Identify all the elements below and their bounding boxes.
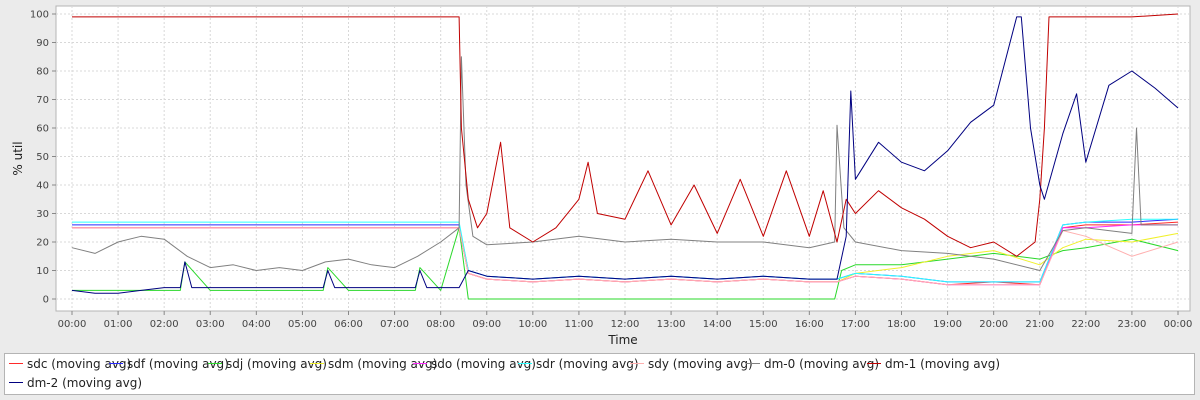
x-tick-label: 22:00	[1071, 319, 1100, 330]
y-tick-label: 90	[36, 38, 49, 49]
legend-item: dm-0 (moving avg)	[746, 355, 879, 373]
y-tick-label: 60	[36, 124, 49, 135]
legend-label: dm-1 (moving avg)	[885, 357, 1001, 371]
legend-label: sdc (moving avg)	[27, 357, 132, 371]
x-tick-label: 20:00	[979, 319, 1008, 330]
legend-swatch	[109, 363, 123, 364]
x-tick-label: 17:00	[841, 319, 870, 330]
legend-swatch	[9, 382, 23, 383]
y-tick-label: 40	[36, 181, 49, 192]
plot-area	[55, 5, 1191, 312]
legend-label: sdm (moving avg)	[328, 357, 438, 371]
legend-swatch	[867, 363, 881, 364]
x-tick-label: 01:00	[104, 319, 133, 330]
y-tick-label: 10	[36, 266, 49, 277]
x-tick-label: 21:00	[1025, 319, 1054, 330]
legend-swatch	[518, 363, 532, 364]
y-tick-label: 20	[36, 238, 49, 249]
legend-item: dm-1 (moving avg)	[867, 355, 1000, 373]
y-tick-label: 30	[36, 209, 49, 220]
legend-item: sdr (moving avg)	[518, 355, 639, 373]
x-axis-title: Time	[607, 333, 637, 347]
x-tick-label: 13:00	[657, 319, 686, 330]
legend: sdc (moving avg) sdf (moving avg) sdj (mov…	[4, 353, 1195, 395]
x-tick-label: 09:00	[472, 319, 501, 330]
x-tick-label: 00:00	[1164, 319, 1193, 330]
legend-item: sdc (moving avg)	[9, 355, 131, 373]
x-tick-label: 06:00	[334, 319, 363, 330]
legend-label: sdo (moving avg)	[431, 357, 536, 371]
legend-item: sdm (moving avg)	[310, 355, 437, 373]
y-tick-label: 0	[43, 295, 49, 306]
legend-item: sdy (moving avg)	[630, 355, 753, 373]
x-tick-label: 10:00	[518, 319, 547, 330]
y-axis-title: % util	[11, 141, 25, 175]
legend-label: sdf (moving avg)	[127, 357, 229, 371]
series-line-sdy	[72, 227, 1179, 286]
series-layer	[71, 13, 1179, 300]
y-tick-label: 80	[36, 67, 49, 78]
series-line-dm-0	[71, 56, 1178, 271]
legend-label: sdj (moving avg)	[226, 357, 327, 371]
legend-item: sdj (moving avg)	[208, 355, 327, 373]
line-chart: 0 10 20 30 40 50 60 70 80 90 100 00:00 01:00 02:00 03:…	[11, 5, 1193, 347]
legend-swatch	[413, 363, 427, 364]
legend-item: sdf (moving avg)	[109, 355, 229, 373]
x-tick-label: 07:00	[380, 319, 409, 330]
x-tick-label: 14:00	[703, 319, 732, 330]
legend-swatch	[208, 363, 222, 364]
axes: 0 10 20 30 40 50 60 70 80 90 100 00:00 01:00 02:00 03:…	[30, 10, 1193, 331]
x-tick-label: 16:00	[795, 319, 824, 330]
x-tick-label: 23:00	[1118, 319, 1147, 330]
x-tick-label: 00:00	[58, 319, 87, 330]
y-tick-label: 50	[36, 152, 49, 163]
legend-item: sdo (moving avg)	[413, 355, 536, 373]
series-line-sdj	[72, 227, 1179, 300]
x-tick-label: 08:00	[426, 319, 455, 330]
series-line-dm-1	[72, 13, 1179, 257]
x-tick-label: 15:00	[749, 319, 778, 330]
x-tick-label: 19:00	[933, 319, 962, 330]
legend-swatch	[9, 363, 23, 364]
x-tick-label: 03:00	[196, 319, 225, 330]
x-tick-label: 18:00	[887, 319, 916, 330]
legend-label: sdy (moving avg)	[648, 357, 753, 371]
x-tick-label: 02:00	[150, 319, 179, 330]
legend-item: dm-2 (moving avg)	[9, 374, 142, 392]
legend-label: dm-0 (moving avg)	[764, 357, 880, 371]
legend-swatch	[630, 363, 644, 364]
x-tick-label: 12:00	[611, 319, 640, 330]
series-line-dm-2	[71, 16, 1179, 294]
legend-label: dm-2 (moving avg)	[27, 376, 143, 390]
legend-label: sdr (moving avg)	[536, 357, 639, 371]
legend-swatch	[310, 363, 324, 364]
legend-swatch	[746, 363, 760, 364]
grid-lines	[56, 6, 1190, 311]
x-tick-label: 05:00	[288, 319, 317, 330]
x-tick-label: 11:00	[565, 319, 594, 330]
y-tick-label: 100	[30, 10, 49, 21]
y-tick-label: 70	[36, 95, 49, 106]
x-tick-label: 04:00	[242, 319, 271, 330]
